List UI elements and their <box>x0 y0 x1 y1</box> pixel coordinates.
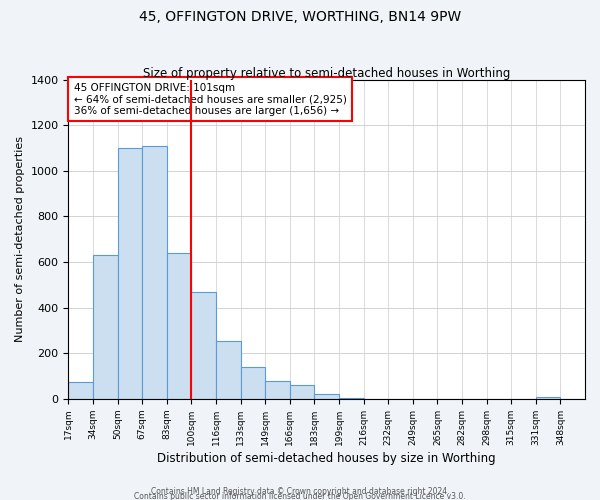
Text: Contains public sector information licensed under the Open Government Licence v3: Contains public sector information licen… <box>134 492 466 500</box>
Bar <box>536 396 560 399</box>
Bar <box>216 341 241 399</box>
Bar <box>339 398 364 399</box>
Bar <box>191 292 216 399</box>
Bar <box>265 380 290 399</box>
Bar <box>290 386 314 399</box>
Text: 45 OFFINGTON DRIVE: 101sqm
← 64% of semi-detached houses are smaller (2,925)
36%: 45 OFFINGTON DRIVE: 101sqm ← 64% of semi… <box>74 82 346 116</box>
Title: Size of property relative to semi-detached houses in Worthing: Size of property relative to semi-detach… <box>143 66 511 80</box>
Text: Contains HM Land Registry data © Crown copyright and database right 2024.: Contains HM Land Registry data © Crown c… <box>151 486 449 496</box>
Bar <box>68 382 93 399</box>
Text: 45, OFFINGTON DRIVE, WORTHING, BN14 9PW: 45, OFFINGTON DRIVE, WORTHING, BN14 9PW <box>139 10 461 24</box>
Bar <box>167 253 191 399</box>
X-axis label: Distribution of semi-detached houses by size in Worthing: Distribution of semi-detached houses by … <box>157 452 496 465</box>
Bar <box>93 255 118 399</box>
Bar <box>314 394 339 399</box>
Bar <box>241 367 265 399</box>
Bar <box>142 146 167 399</box>
Y-axis label: Number of semi-detached properties: Number of semi-detached properties <box>15 136 25 342</box>
Bar <box>118 148 142 399</box>
